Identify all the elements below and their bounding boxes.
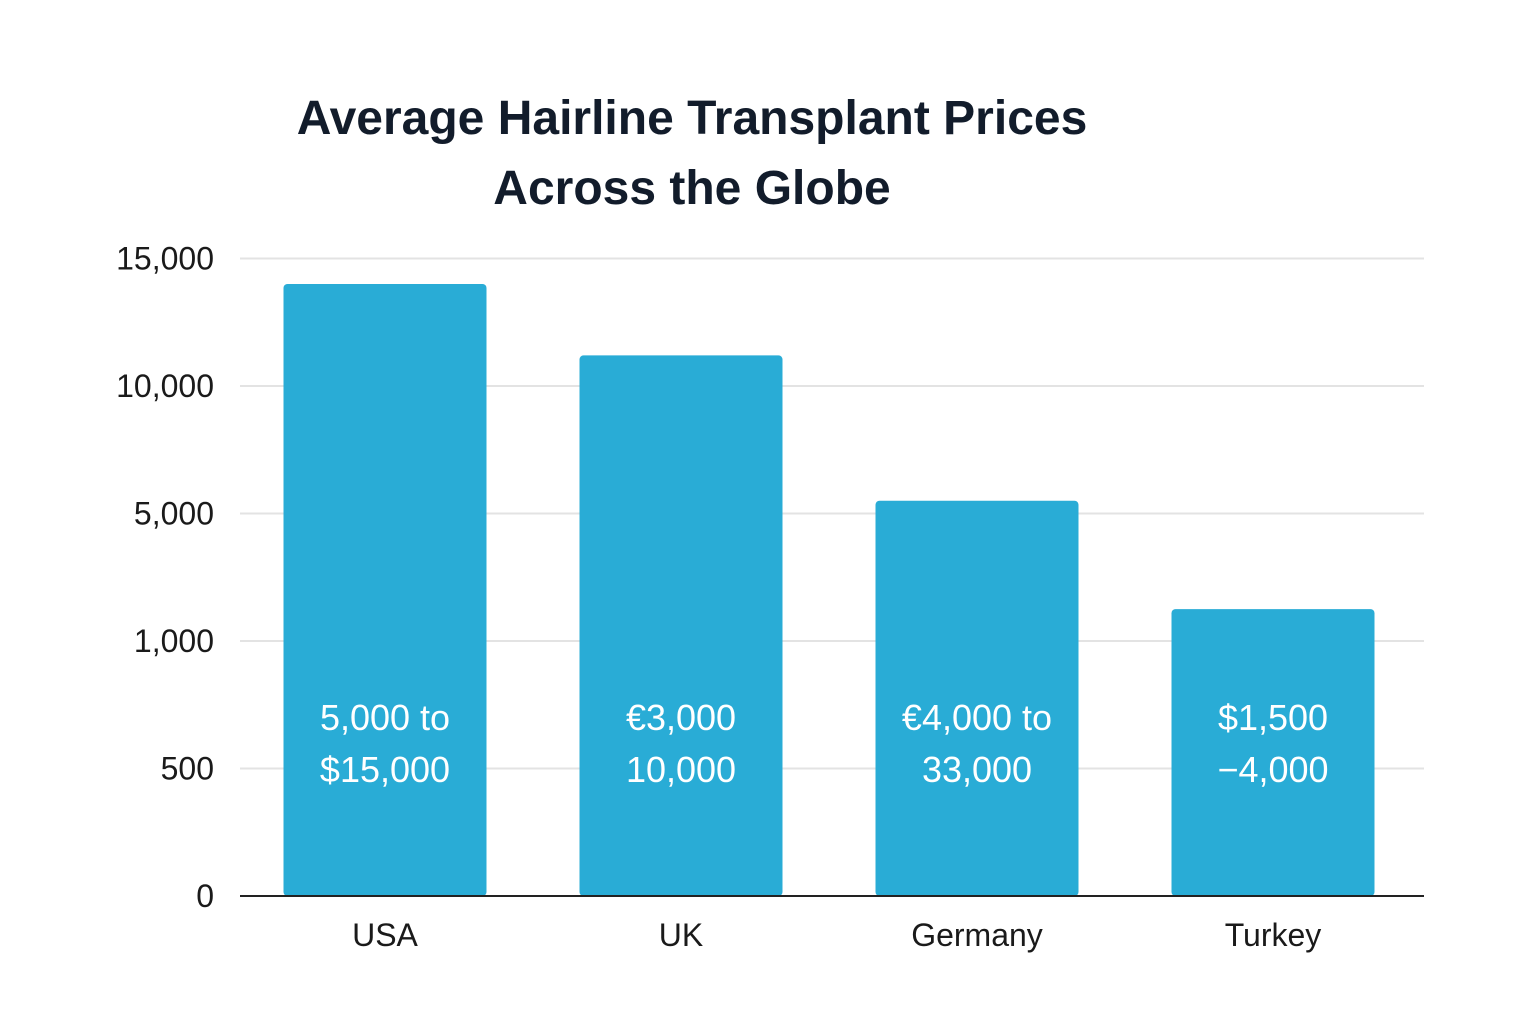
y-tick-label: 10,000 <box>116 368 214 404</box>
y-axis-tick-labels: 15,000 10,000 5,000 1,000 500 0 <box>116 241 214 915</box>
bar-turkey <box>1171 609 1375 896</box>
chart-title-line-2: Across the Globe <box>493 162 891 215</box>
y-tick-label: 500 <box>161 751 214 787</box>
bar-uk <box>579 355 783 896</box>
bar-germany <box>875 500 1079 896</box>
bar-label-uk-line-1: €3,000 <box>626 697 736 738</box>
y-tick-label: 1,000 <box>134 623 214 659</box>
y-tick-label: 0 <box>196 878 214 914</box>
x-axis-category-labels: USA UK Germany Turkey <box>352 917 1321 953</box>
x-tick-label-germany: Germany <box>911 917 1043 953</box>
bar-usa <box>283 284 487 896</box>
chart-title-line-1: Average Hairline Transplant Prices <box>296 92 1088 145</box>
bar-label-usa-line-2: $15,000 <box>320 749 450 790</box>
chart-title: Average Hairline Transplant Prices Acros… <box>0 84 1384 224</box>
bar-label-germany-line-1: €4,000 to <box>902 697 1052 738</box>
x-tick-label-uk: UK <box>659 917 703 953</box>
x-tick-label-usa: USA <box>352 917 418 953</box>
bar-label-turkey-line-2: −4,000 <box>1217 749 1328 790</box>
bars <box>283 284 1375 896</box>
bar-label-germany-line-2: 33,000 <box>922 749 1032 790</box>
bar-label-usa-line-1: 5,000 to <box>320 697 450 738</box>
bar-label-uk-line-2: 10,000 <box>626 749 736 790</box>
bar-label-turkey-line-1: $1,500 <box>1218 697 1328 738</box>
x-tick-label-turkey: Turkey <box>1225 917 1322 953</box>
bar-labels: 5,000 to $15,000 €3,000 10,000 €4,000 to 33,0… <box>320 697 1329 790</box>
y-tick-label: 5,000 <box>134 496 214 532</box>
y-tick-label: 15,000 <box>116 241 214 277</box>
